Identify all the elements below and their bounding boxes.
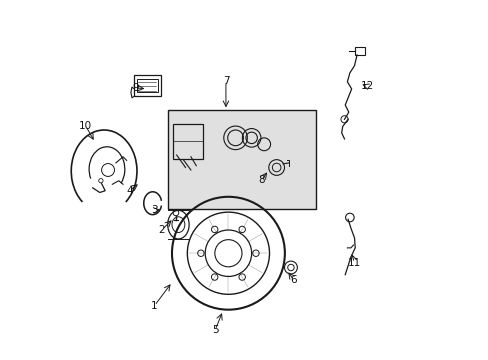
Text: 4: 4 xyxy=(126,186,133,196)
Text: 11: 11 xyxy=(347,258,361,268)
Text: 6: 6 xyxy=(290,275,297,285)
Text: 1: 1 xyxy=(151,301,158,311)
Text: 5: 5 xyxy=(211,325,218,335)
Text: 10: 10 xyxy=(79,121,92,131)
Bar xyxy=(134,75,161,96)
Bar xyxy=(136,79,158,93)
Text: 8: 8 xyxy=(258,175,264,185)
Bar xyxy=(167,111,315,208)
Text: 12: 12 xyxy=(360,81,374,91)
Text: 3: 3 xyxy=(151,205,158,215)
Bar xyxy=(173,123,203,158)
Bar xyxy=(354,47,365,55)
Text: 2: 2 xyxy=(158,225,164,235)
Text: 7: 7 xyxy=(222,76,229,86)
Text: 9: 9 xyxy=(132,83,139,93)
